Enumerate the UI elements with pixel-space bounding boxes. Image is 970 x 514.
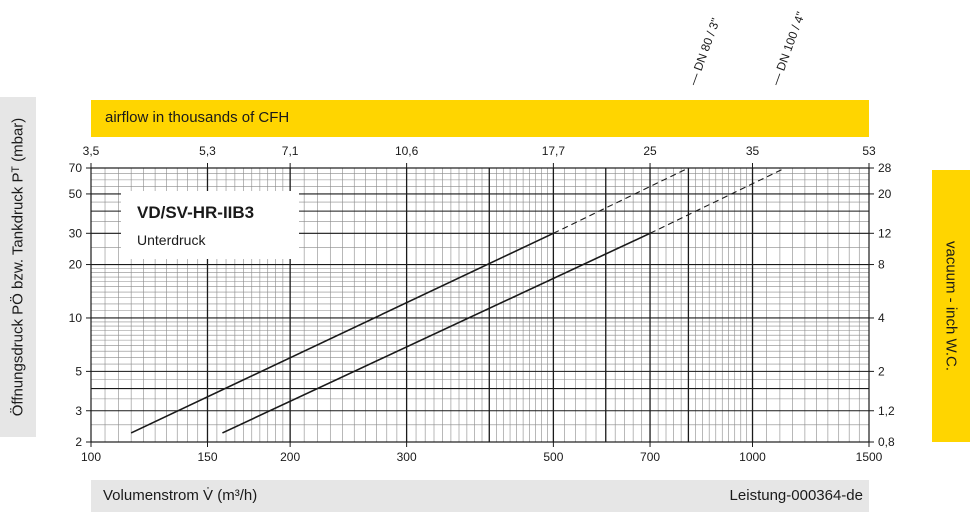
top-tick-label: 10,6	[395, 144, 419, 158]
x-tick-label: 150	[197, 450, 217, 464]
right-tick-label: 4	[878, 311, 885, 325]
chart-axes: 100 150 200 300 500 700 1000 1500 3,5 5,3 7,1 10,6 1…	[69, 144, 895, 464]
document-id: Leistung-000364-de	[729, 487, 863, 504]
y-tick-label: 2	[75, 435, 82, 449]
x-axis-band: Volumenstrom V̇ (m³/h) Leistung-000364-d…	[91, 480, 869, 512]
y-tick-label: 3	[75, 404, 82, 418]
top-axis-band: airflow in thousands of CFH	[91, 100, 869, 137]
top-tick-label: 3,5	[83, 144, 100, 158]
chart-label-box: VD/SV-HR-IIB3 Unterdruck	[121, 191, 299, 259]
y-tick-label: 5	[75, 364, 82, 378]
series-line-solid	[130, 232, 554, 434]
mode-label: Unterdruck	[137, 232, 206, 248]
right-tick-label: 1,2	[878, 404, 895, 418]
right-tick-label: 20	[878, 187, 892, 201]
series-name-label: — DN 100 / 4"	[768, 10, 807, 87]
top-axis-title: airflow in thousands of CFH	[105, 109, 290, 126]
x-tick-label: 300	[397, 450, 417, 464]
right-tick-label: 2	[878, 364, 885, 378]
top-tick-label: 25	[643, 144, 657, 158]
top-tick-label: 53	[862, 144, 876, 158]
y-tick-label: 30	[69, 226, 83, 240]
top-tick-label: 35	[746, 144, 760, 158]
valve-type-label: VD/SV-HR-IIB3	[137, 203, 255, 222]
x-tick-label: 1000	[739, 450, 766, 464]
right-axis-band: vacuum - inch W.C.	[932, 170, 970, 442]
right-tick-label: 0,8	[878, 435, 895, 449]
x-tick-label: 1500	[856, 450, 883, 464]
y-tick-label: 50	[69, 187, 83, 201]
x-tick-label: 500	[543, 450, 563, 464]
y-tick-label: 70	[69, 161, 83, 175]
top-tick-label: 7,1	[282, 144, 299, 158]
right-tick-label: 8	[878, 258, 885, 272]
series-line-dashed	[649, 167, 786, 234]
right-tick-label: 28	[878, 161, 892, 175]
y-tick-label: 10	[69, 311, 83, 325]
top-tick-label: 5,3	[199, 144, 216, 158]
x-tick-label: 200	[280, 450, 300, 464]
x-tick-label: 700	[640, 450, 660, 464]
right-tick-label: 12	[878, 226, 892, 240]
top-tick-label: 17,7	[542, 144, 566, 158]
plot-frame	[90, 167, 870, 443]
series-name-label: — DN 80 / 3"	[686, 16, 723, 87]
x-axis-title: Volumenstrom V̇ (m³/h)	[103, 487, 258, 504]
chart-grid	[90, 167, 870, 443]
series-line-solid	[222, 232, 651, 434]
series-line-dashed	[553, 167, 689, 234]
x-tick-label: 100	[81, 450, 101, 464]
y-axis-title-band: Öffnungsdruck PÖ bzw. Tankdruck Pᵀ (mbar…	[0, 97, 36, 437]
y-tick-label: 20	[69, 258, 83, 272]
